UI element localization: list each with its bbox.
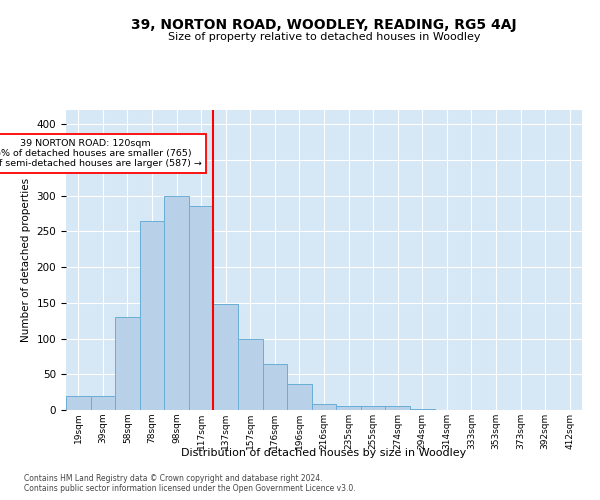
Bar [410,408,434,410]
Text: Size of property relative to detached houses in Woodley: Size of property relative to detached ho… [168,32,480,42]
Bar [263,364,287,410]
Text: 39, NORTON ROAD, WOODLEY, READING, RG5 4AJ: 39, NORTON ROAD, WOODLEY, READING, RG5 4… [131,18,517,32]
Text: 39 NORTON ROAD: 120sqm
← 56% of detached houses are smaller (765)
43% of semi-de: 39 NORTON ROAD: 120sqm ← 56% of detached… [0,138,202,168]
Bar [361,406,385,410]
Bar [385,406,410,410]
Bar [164,196,189,410]
Bar [336,406,361,410]
Bar [115,317,140,410]
Bar [66,396,91,410]
Bar [91,396,115,410]
Bar [238,338,263,410]
Text: Contains HM Land Registry data © Crown copyright and database right 2024.: Contains HM Land Registry data © Crown c… [24,474,323,483]
Text: Contains public sector information licensed under the Open Government Licence v3: Contains public sector information licen… [24,484,356,493]
Bar [189,206,214,410]
Y-axis label: Number of detached properties: Number of detached properties [21,178,31,342]
Bar [312,404,336,410]
Bar [140,220,164,410]
Bar [287,384,312,410]
Bar [214,304,238,410]
Text: Distribution of detached houses by size in Woodley: Distribution of detached houses by size … [181,448,467,458]
